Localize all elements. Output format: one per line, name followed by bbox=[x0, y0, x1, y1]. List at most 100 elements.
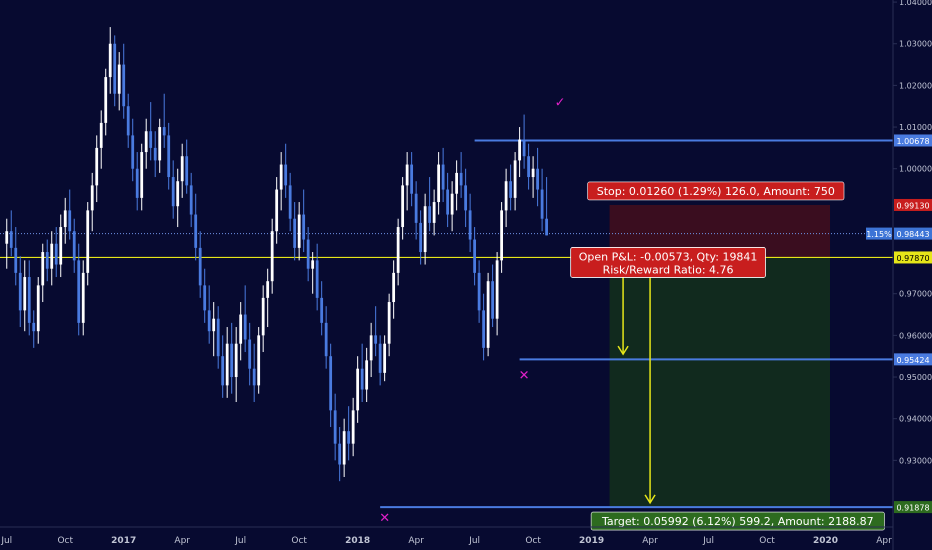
x-tick-label: Oct bbox=[57, 536, 73, 546]
candle-body bbox=[126, 106, 130, 136]
candle-body bbox=[455, 172, 459, 194]
x-axis: Jul Oct 2017 Apr Jul Oct 2018 Apr Jul Oct 2019 Apr J… bbox=[0, 536, 892, 546]
position-labels: Stop: 0.01260 (1.29%) 126.0, Amount: 750… bbox=[570, 181, 885, 531]
candle-body bbox=[212, 318, 216, 332]
candle-body bbox=[513, 160, 517, 198]
candle-body bbox=[288, 185, 292, 219]
candle-body bbox=[99, 122, 103, 148]
y-tick-label: 0.94000 bbox=[899, 415, 932, 424]
candle-body bbox=[315, 260, 319, 298]
price-label-bg bbox=[894, 353, 932, 366]
candle-body bbox=[95, 147, 99, 186]
candle-body bbox=[270, 231, 274, 282]
price-label: 1.00678 bbox=[896, 137, 929, 146]
candle-body bbox=[81, 272, 85, 323]
candle-body bbox=[189, 185, 193, 215]
candle-body bbox=[450, 193, 454, 215]
candle-body bbox=[342, 431, 346, 465]
price-label: 0.99130 bbox=[896, 201, 929, 210]
x-tick-label: 2017 bbox=[111, 536, 136, 546]
candle-body bbox=[135, 168, 139, 198]
candle-body bbox=[207, 310, 211, 332]
candle-body bbox=[383, 343, 387, 373]
target-label: Target: 0.05992 (6.12%) 599.2, Amount: 2… bbox=[601, 515, 874, 528]
x-tick-label: Oct bbox=[759, 536, 775, 546]
candle-body bbox=[491, 281, 495, 319]
candle-body bbox=[410, 164, 414, 194]
candle-body bbox=[230, 343, 234, 378]
candle-body bbox=[122, 64, 126, 107]
candle-body bbox=[275, 189, 279, 232]
candle-body bbox=[333, 410, 337, 444]
x-tick-label: 2020 bbox=[813, 536, 838, 546]
candle-body bbox=[347, 431, 351, 444]
position-zones bbox=[609, 204, 831, 508]
candle-body bbox=[225, 343, 229, 386]
target-zone bbox=[609, 257, 831, 508]
price-label: 0.91878 bbox=[896, 504, 929, 513]
candle-body bbox=[356, 368, 360, 411]
candle-body bbox=[324, 322, 328, 357]
y-tick-label: 1.01000 bbox=[899, 123, 932, 132]
candle-body bbox=[14, 247, 18, 273]
candle-body bbox=[261, 297, 265, 336]
candle-body bbox=[419, 222, 423, 253]
candle-body bbox=[72, 231, 76, 261]
candle-body bbox=[131, 135, 135, 169]
candle-body bbox=[329, 356, 333, 411]
cross-marker: ✕ bbox=[519, 369, 530, 384]
x-tick-label: Apr bbox=[174, 536, 190, 546]
candle-body bbox=[378, 343, 382, 373]
candle-body bbox=[306, 239, 310, 269]
y-tick-label: 0.93000 bbox=[899, 456, 932, 465]
candle-body bbox=[27, 277, 31, 323]
pivot-markers: ✕ ✕ ✓ bbox=[379, 96, 565, 526]
candle-body bbox=[522, 139, 526, 157]
candle-body bbox=[545, 218, 548, 236]
candle-body bbox=[257, 335, 261, 386]
x-tick-label: Jul bbox=[0, 536, 12, 546]
price-label: 0.95424 bbox=[896, 356, 929, 365]
y-axis: 1.04000 1.03000 1.02000 1.01000 1.00000 0.970… bbox=[893, 0, 932, 465]
candle-body bbox=[464, 185, 468, 211]
candle-body bbox=[437, 164, 441, 203]
candle-body bbox=[63, 210, 67, 228]
candle-body bbox=[495, 260, 499, 319]
target-label-bg bbox=[590, 511, 885, 531]
price-change-label: 1.15% bbox=[866, 230, 892, 239]
candle-body bbox=[117, 64, 121, 94]
candle-body bbox=[36, 285, 40, 332]
candle-body bbox=[500, 210, 504, 261]
x-tick-label: Apr bbox=[408, 536, 424, 546]
candle-body bbox=[432, 202, 436, 223]
candle-body bbox=[351, 410, 355, 444]
pnl-box bbox=[570, 247, 766, 278]
candle-body bbox=[527, 156, 530, 178]
candle-body bbox=[162, 127, 166, 136]
candle-body bbox=[446, 189, 450, 215]
candle-body bbox=[77, 260, 81, 323]
stop-label: Stop: 0.01260 (1.29%) 126.0, Amount: 750 bbox=[597, 185, 835, 198]
candle-body bbox=[311, 260, 315, 269]
candle-body bbox=[68, 210, 72, 232]
candle-body bbox=[360, 368, 364, 390]
price-label: 0.98443 bbox=[896, 230, 929, 239]
candle-body bbox=[486, 281, 490, 348]
candle-body bbox=[198, 247, 202, 286]
candle-body bbox=[153, 147, 157, 161]
arrow-head bbox=[644, 494, 656, 505]
candle-body bbox=[396, 227, 400, 273]
candle-body bbox=[293, 218, 297, 248]
candle-body bbox=[540, 189, 544, 219]
price-label-bg bbox=[894, 227, 932, 240]
y-tick-label: 0.95000 bbox=[899, 373, 932, 382]
candle-body bbox=[54, 243, 58, 265]
candle-body bbox=[149, 131, 153, 148]
candle-body bbox=[50, 243, 54, 269]
candle-body bbox=[194, 214, 198, 248]
price-labels: 1.00678 0.99130 0.98443 0.97870 0.95424 0.918… bbox=[866, 134, 932, 514]
candle-body bbox=[203, 285, 207, 311]
candle-body bbox=[185, 156, 189, 186]
